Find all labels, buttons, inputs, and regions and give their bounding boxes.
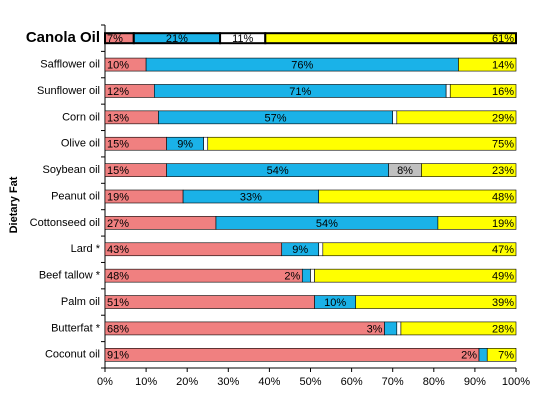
value-label: 43%	[107, 244, 129, 256]
value-label: 57%	[265, 112, 287, 124]
value-label: 2%	[461, 350, 477, 362]
category-label: Cottonseed oil	[30, 217, 100, 229]
value-label: 68%	[107, 323, 129, 335]
bar-segment	[301, 268, 311, 283]
x-tick-label: 20%	[176, 376, 198, 388]
value-label: 15%	[107, 139, 129, 151]
bar-segment	[396, 321, 402, 336]
value-label: 11%	[232, 33, 253, 45]
value-label: 7%	[107, 33, 123, 45]
value-label: 48%	[107, 271, 129, 283]
bar-segment	[384, 321, 398, 336]
value-label: 15%	[107, 165, 129, 177]
bar-segment	[104, 242, 283, 257]
x-tick-label: 80%	[423, 376, 445, 388]
bar-segment	[445, 84, 451, 98]
bar-segment	[104, 268, 303, 283]
bar-segment	[355, 295, 517, 309]
value-label: 48%	[492, 191, 514, 203]
value-label: 49%	[492, 271, 514, 283]
bar-segment	[458, 57, 517, 72]
value-label: 47%	[492, 244, 514, 256]
category-label: Corn oil	[62, 111, 100, 123]
category-label: Sunflower oil	[37, 85, 100, 97]
value-label: 23%	[492, 165, 514, 177]
x-tick-label: 100%	[502, 376, 530, 388]
category-label: Beef tallow *	[39, 270, 101, 282]
value-label: 91%	[107, 350, 129, 362]
value-label: 33%	[240, 191, 262, 203]
value-label: 71%	[289, 86, 311, 98]
x-tick-label: 70%	[382, 376, 404, 388]
category-label: Palm oil	[61, 296, 100, 308]
category-label: Butterfat *	[51, 322, 101, 334]
bar-segment	[104, 321, 385, 336]
value-label: 29%	[492, 112, 514, 124]
bar-segment	[264, 32, 518, 45]
bar-segment	[478, 348, 488, 362]
value-label: 21%	[166, 33, 188, 45]
value-label: 75%	[492, 139, 514, 151]
value-label: 13%	[107, 112, 129, 124]
bar-segment	[310, 268, 315, 283]
value-label: 76%	[291, 59, 313, 71]
value-label: 10%	[324, 297, 346, 309]
x-tick-label: 90%	[464, 376, 486, 388]
value-label: 19%	[107, 191, 129, 203]
value-label: 3%	[367, 323, 383, 335]
bar-segment	[104, 348, 480, 362]
value-label: 19%	[492, 218, 514, 230]
value-label: 9%	[177, 139, 193, 151]
value-label: 28%	[492, 323, 514, 335]
bar-segment	[396, 110, 517, 125]
bar-segment	[392, 110, 398, 125]
bar-segment	[421, 163, 517, 177]
category-label: Lard *	[71, 243, 101, 255]
value-label: 54%	[267, 165, 289, 177]
value-label: 7%	[498, 350, 514, 362]
value-label: 39%	[492, 297, 514, 309]
x-tick-label: 40%	[258, 376, 280, 388]
value-label: 51%	[107, 297, 129, 309]
category-label: Canola Oil	[26, 29, 100, 46]
bar-segment	[203, 136, 209, 151]
bar-segment	[318, 189, 517, 204]
bar-segment	[400, 321, 517, 336]
y-axis-label: Dietary Fat	[8, 176, 20, 233]
x-tick-label: 60%	[341, 376, 363, 388]
x-tick-label: 50%	[299, 376, 321, 388]
bar-segment	[449, 84, 517, 98]
bar-segment	[437, 216, 517, 230]
value-label: 2%	[284, 271, 300, 283]
value-label: 16%	[492, 86, 514, 98]
bar-segment	[207, 136, 517, 151]
x-tick-label: 30%	[217, 376, 239, 388]
bar-segment	[318, 242, 324, 257]
category-label: Olive oil	[61, 138, 100, 150]
bar-segment	[486, 348, 517, 362]
value-label: 10%	[107, 59, 129, 71]
category-label: Safflower oil	[40, 58, 100, 70]
category-label: Soybean oil	[43, 164, 101, 176]
x-tick-label: 10%	[135, 376, 157, 388]
category-label: Coconut oil	[45, 349, 100, 361]
category-label: Peanut oil	[51, 190, 100, 202]
value-label: 12%	[107, 86, 129, 98]
value-label: 27%	[107, 218, 129, 230]
value-label: 9%	[292, 244, 308, 256]
bar-segment	[314, 268, 517, 283]
bar-segment	[104, 295, 315, 309]
value-label: 54%	[316, 218, 338, 230]
value-label: 14%	[492, 59, 514, 71]
bar-segment	[322, 242, 517, 257]
x-tick-label: 0%	[97, 376, 113, 388]
value-label: 8%	[397, 165, 413, 177]
value-label: 61%	[492, 33, 514, 45]
